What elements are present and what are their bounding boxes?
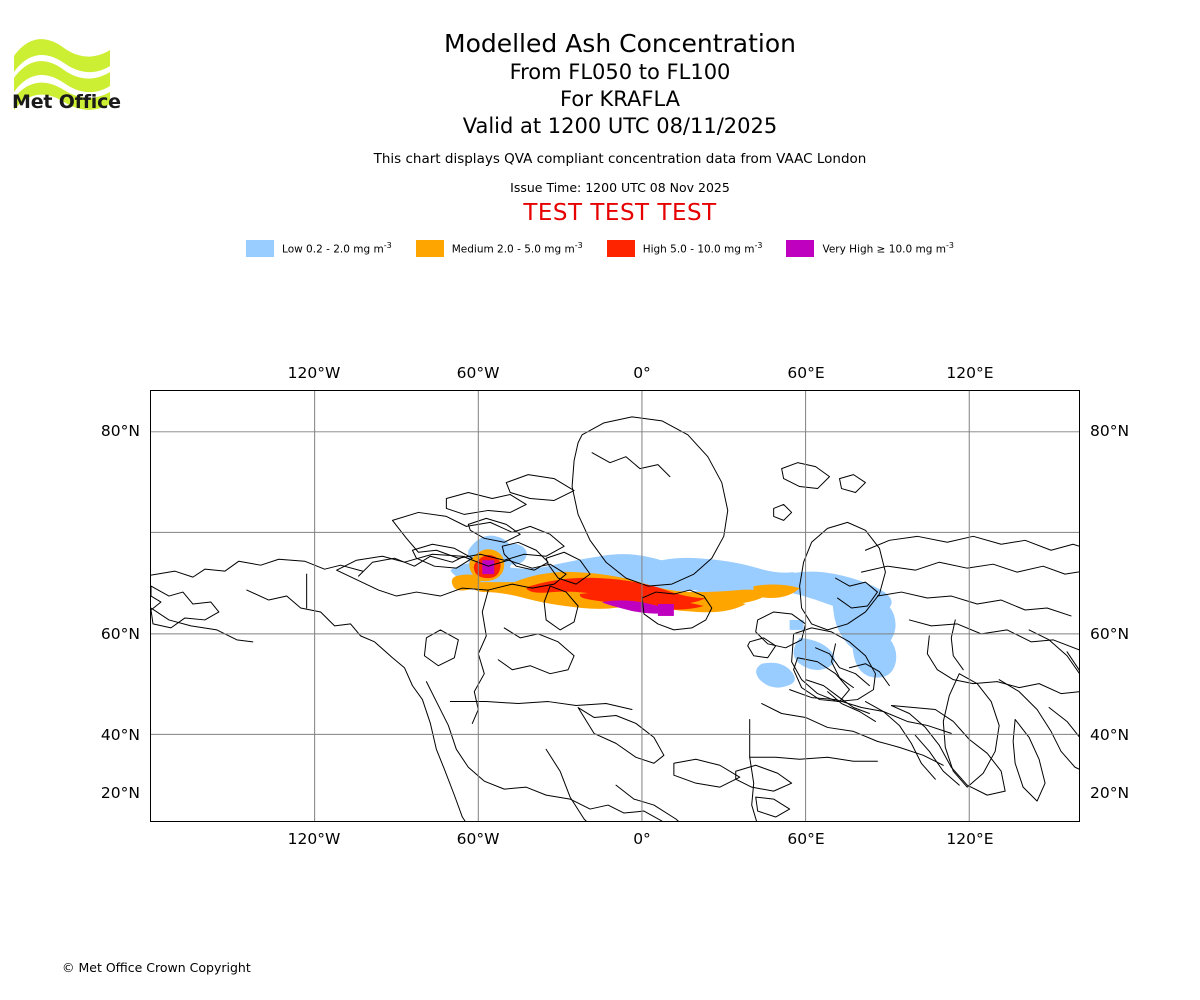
valid-at-subtitle: Valid at 1200 UTC 08/11/2025 [462, 114, 778, 138]
ash-layer-very-high [482, 560, 674, 616]
lon-tick-top-120w: 120°W [287, 364, 341, 382]
lat-tick-left-60n: 60°N [100, 625, 140, 643]
page-title: Modelled Ash Concentration [444, 29, 796, 58]
met-office-logo-icon [14, 39, 110, 110]
map-frame [150, 390, 1080, 822]
lat-tick-left-80n: 80°N [100, 422, 140, 440]
legend-label-medium: Medium 2.0 - 5.0 mg m-3 [451, 241, 583, 256]
copyright-notice: © Met Office Crown Copyright [62, 960, 251, 975]
legend-item-low: Low 0.2 - 2.0 mg m-3 [246, 240, 392, 257]
lat-tick-right-60n: 60°N [1090, 625, 1130, 643]
coastlines [151, 416, 1079, 821]
legend-item-very-high: Very High ≥ 10.0 mg m-3 [786, 240, 954, 257]
lat-tick-left-40n: 40°N [100, 726, 140, 744]
legend-swatch-very-high [786, 240, 815, 257]
test-banner: TEST TEST TEST [523, 200, 717, 226]
lon-tick-top-60e: 60°E [787, 364, 825, 382]
lat-tick-right-20n: 20°N [1090, 784, 1130, 802]
issue-time: Issue Time: 1200 UTC 08 Nov 2025 [510, 180, 730, 195]
lon-tick-top-120e: 120°E [946, 364, 994, 382]
met-office-wordmark: Met Office [12, 91, 121, 113]
lon-tick-top-60w: 60°W [456, 364, 500, 382]
map-container: 120°W 60°W 0° 60°E 120°E 120°W 60°W 0° 6… [101, 364, 1129, 848]
lon-tick-bottom-60e: 60°E [787, 830, 825, 848]
lat-tick-left-20n: 20°N [100, 784, 140, 802]
lat-tick-right-40n: 40°N [1090, 726, 1130, 744]
concentration-legend: Low 0.2 - 2.0 mg m-3 Medium 2.0 - 5.0 mg … [150, 240, 1050, 257]
legend-swatch-low [246, 240, 275, 257]
lon-tick-bottom-120w: 120°W [287, 830, 341, 848]
qva-note: This chart displays QVA compliant concen… [373, 151, 867, 167]
legend-item-medium: Medium 2.0 - 5.0 mg m-3 [415, 240, 583, 257]
legend-label-high: High 5.0 - 10.0 mg m-3 [642, 241, 763, 256]
chart-title-block: Modelled Ash Concentration From FL050 to… [240, 28, 1000, 226]
volcano-subtitle: For KRAFLA [560, 87, 680, 111]
legend-label-low: Low 0.2 - 2.0 mg m-3 [282, 241, 392, 256]
graticule [151, 391, 1079, 821]
lon-tick-bottom-60w: 60°W [456, 830, 500, 848]
legend-swatch-high [606, 240, 635, 257]
flight-level-subtitle: From FL050 to FL100 [509, 60, 731, 84]
lon-tick-bottom-0: 0° [633, 830, 651, 848]
legend-item-high: High 5.0 - 10.0 mg m-3 [606, 240, 763, 257]
lon-tick-top-0: 0° [633, 364, 651, 382]
map-canvas [151, 391, 1079, 821]
legend-label-very-high: Very High ≥ 10.0 mg m-3 [822, 241, 954, 256]
lon-tick-bottom-120e: 120°E [946, 830, 994, 848]
legend-swatch-medium [415, 240, 444, 257]
lat-tick-right-80n: 80°N [1090, 422, 1130, 440]
